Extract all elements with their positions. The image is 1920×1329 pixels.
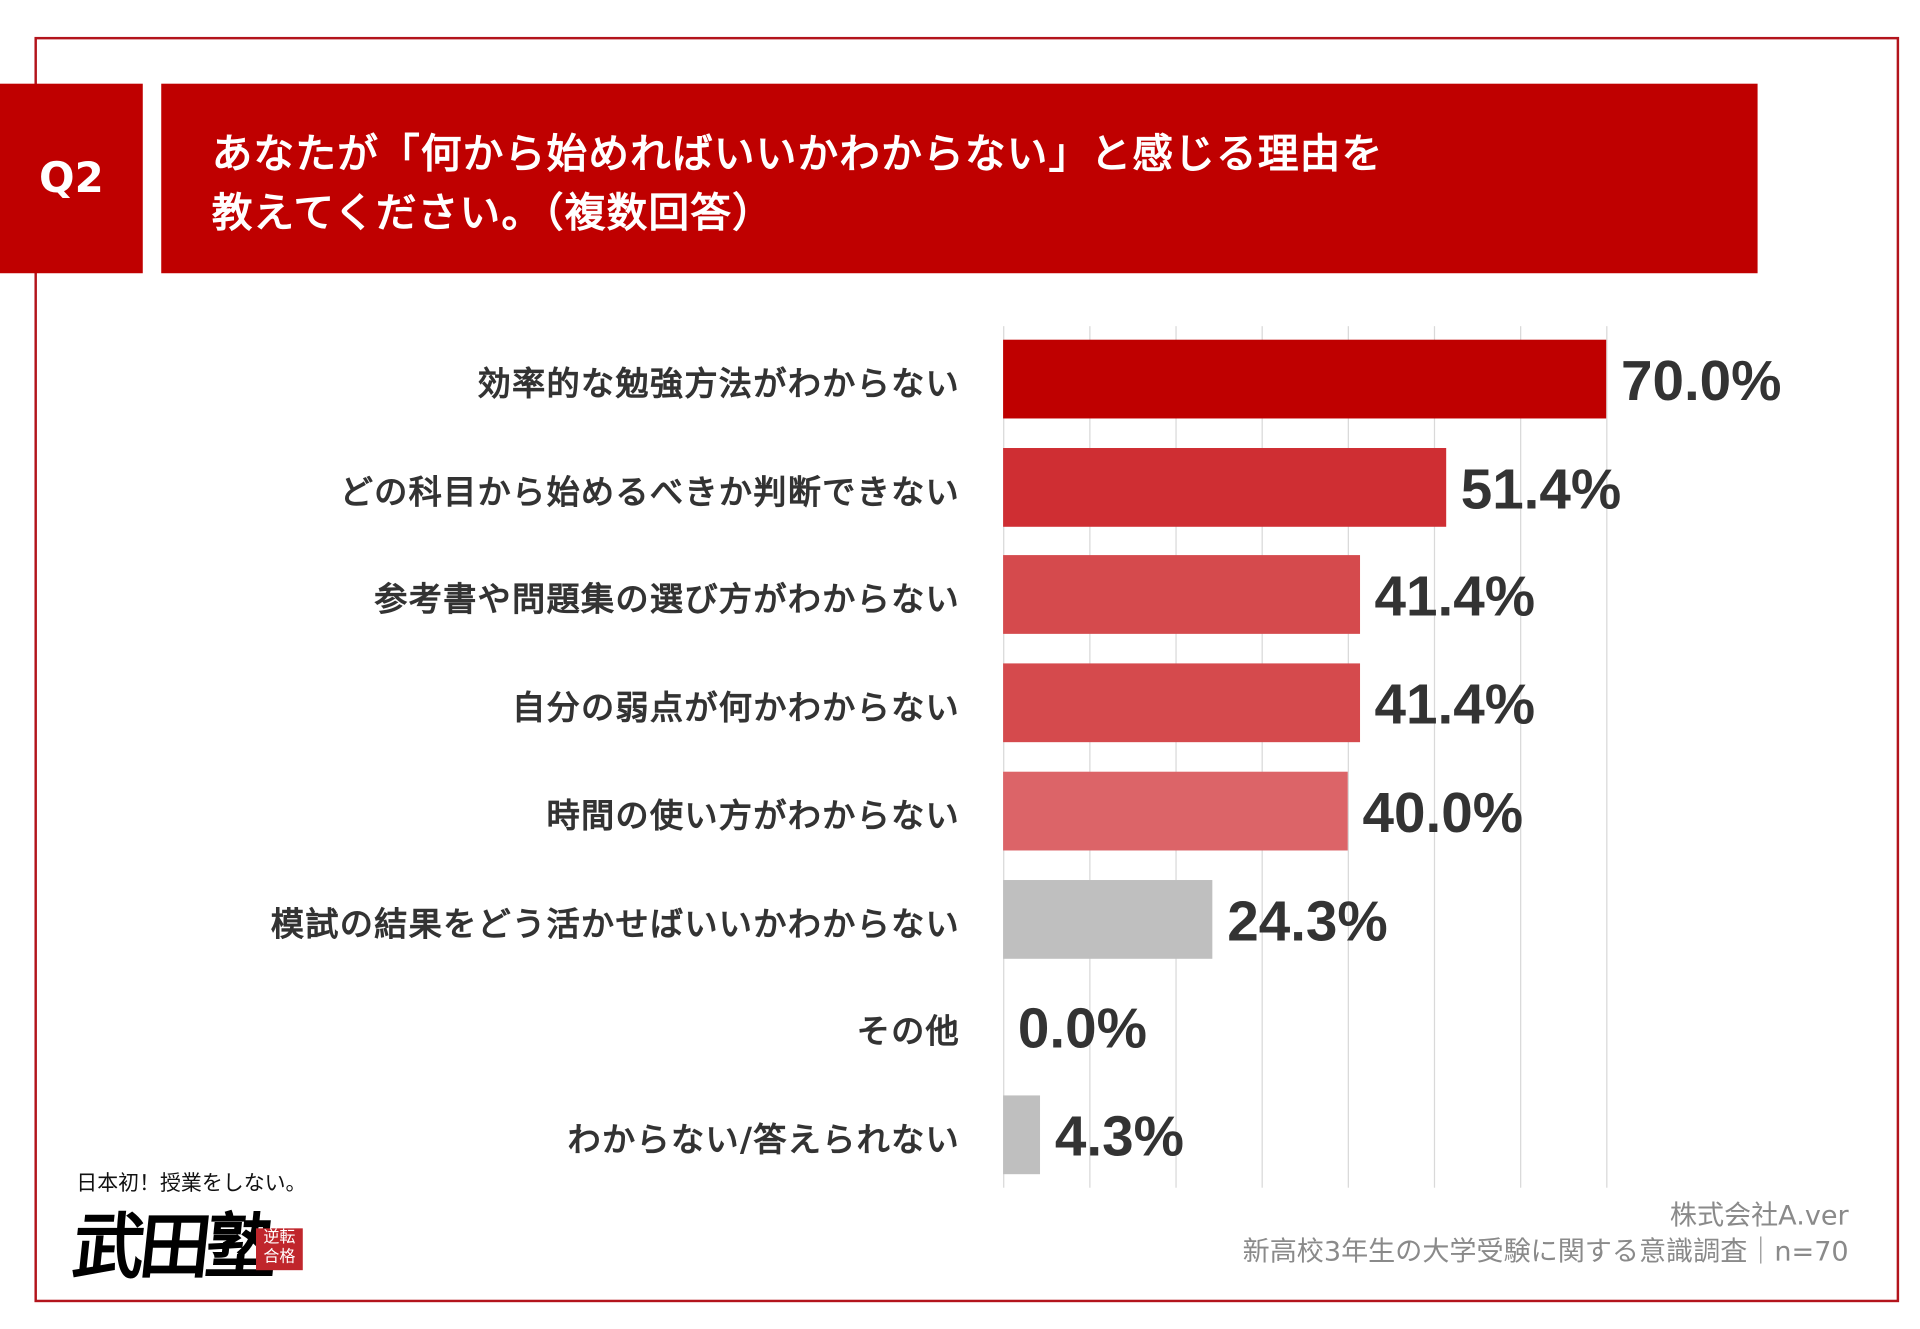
bar xyxy=(1003,339,1607,419)
value-label: 51.4% xyxy=(1460,456,1622,521)
category-label: 自分の弱点が何かわからない xyxy=(512,689,961,728)
category-label: 参考書や問題集の選び方がわからない xyxy=(374,581,961,620)
value-label: 41.4% xyxy=(1374,564,1536,629)
value-label: 70.0% xyxy=(1620,348,1782,413)
bar xyxy=(1003,1095,1041,1175)
title-line-1: あなたが「何から始めればいいかわからない」と感じる理由を xyxy=(211,129,1384,178)
title-banner: あなたが「何から始めればいいかわからない」と感じる理由を 教えてください。（複数… xyxy=(161,83,1758,274)
gridline xyxy=(1089,326,1091,1188)
category-label: わからない/答えられない xyxy=(567,1121,961,1160)
value-label: 40.0% xyxy=(1362,780,1524,845)
slide-frame xyxy=(34,36,1900,1303)
logo-stamp: 逆転 合格 xyxy=(256,1228,303,1271)
question-badge: Q2 xyxy=(0,83,143,274)
value-label: 41.4% xyxy=(1374,672,1536,737)
bar xyxy=(1003,879,1213,959)
footer-survey: 新高校3年生の大学受験に関する意識調査｜n=70 xyxy=(1242,1236,1849,1268)
category-label: 模試の結果をどう活かせばいいかわからない xyxy=(270,905,961,944)
bar xyxy=(1003,555,1360,635)
value-label: 4.3% xyxy=(1054,1103,1184,1168)
bar xyxy=(1003,447,1446,527)
title-line-2: 教えてください。（複数回答） xyxy=(211,188,775,237)
bar xyxy=(1003,663,1360,743)
category-label: どの科目から始めるべきか判断できない xyxy=(339,473,961,512)
gridline xyxy=(1347,326,1349,1188)
gridline xyxy=(1175,326,1177,1188)
logo-name: 武田塾 xyxy=(68,1204,278,1289)
logo-tagline: 日本初！授業をしない。 xyxy=(76,1171,307,1197)
value-label: 24.3% xyxy=(1227,888,1388,953)
gridline xyxy=(1003,326,1005,1188)
bar xyxy=(1003,771,1348,851)
gridline xyxy=(1606,326,1608,1188)
gridline xyxy=(1520,326,1522,1188)
gridline xyxy=(1433,326,1436,1188)
gridline xyxy=(1261,326,1263,1188)
category-label: 時間の使い方がわからない xyxy=(546,797,961,836)
category-label: 効率的な勉強方法がわからない xyxy=(477,365,961,404)
value-label: 0.0% xyxy=(1017,995,1147,1060)
category-label: その他 xyxy=(856,1013,961,1052)
footer-company: 株式会社A.ver xyxy=(1669,1201,1849,1233)
